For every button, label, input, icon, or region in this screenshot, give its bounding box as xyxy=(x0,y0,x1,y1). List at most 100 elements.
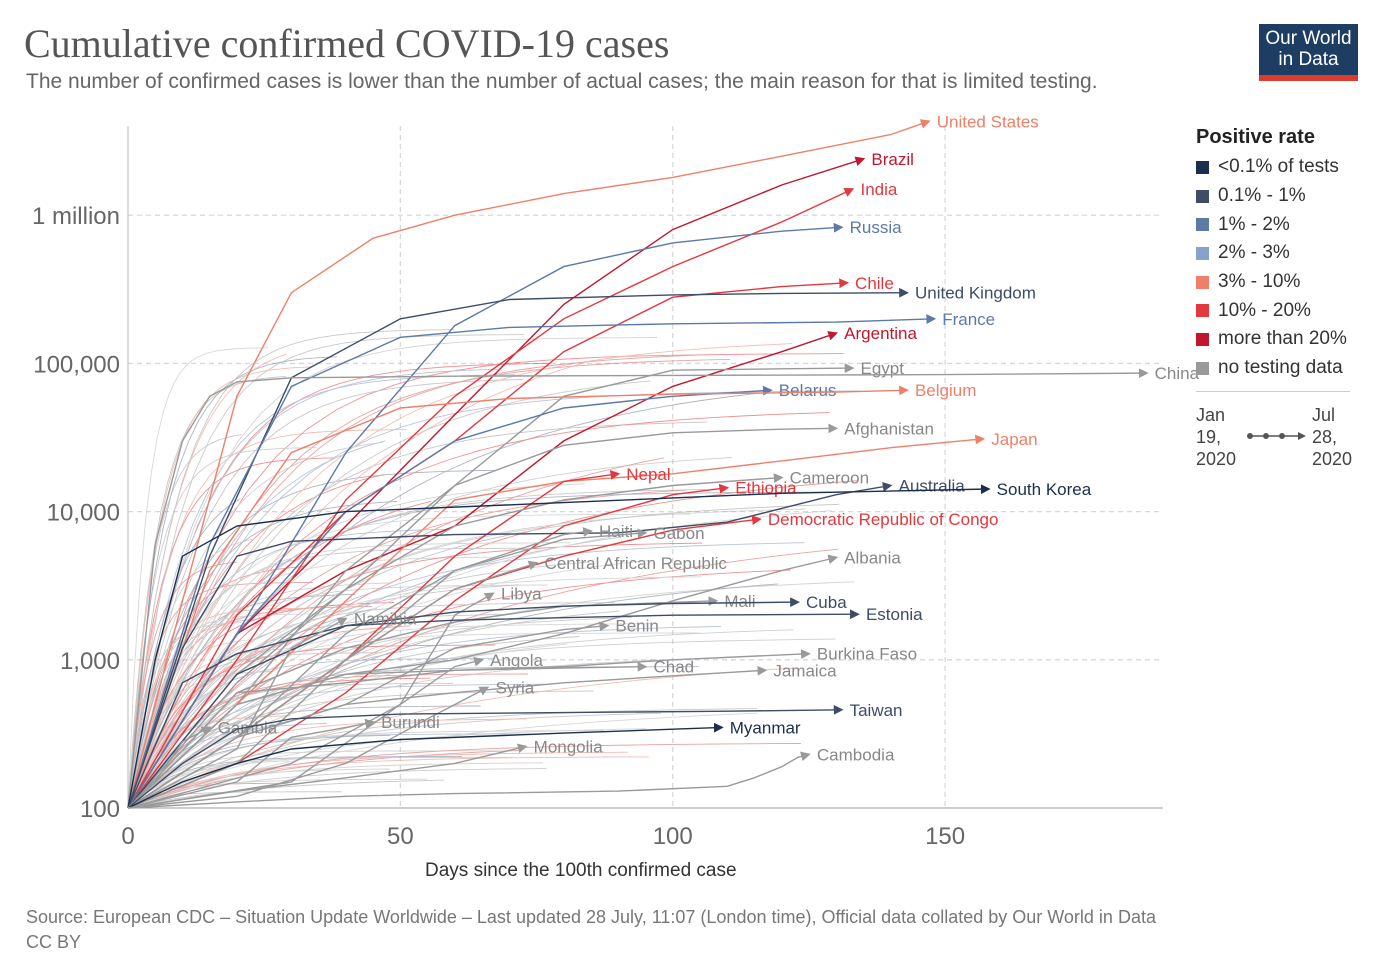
series-line xyxy=(127,484,991,809)
timeline-slider-icon[interactable] xyxy=(1246,428,1310,444)
series-label: Angola xyxy=(490,651,543,670)
legend-item[interactable]: more than 20% xyxy=(1196,325,1366,354)
background-series-line xyxy=(127,421,708,809)
series-label: Egypt xyxy=(861,359,905,378)
legend-item[interactable]: 1% - 2% xyxy=(1196,210,1366,239)
timeline-end-day: 28, xyxy=(1312,427,1338,447)
legend-divider xyxy=(1196,390,1350,392)
legend-swatch xyxy=(1196,275,1209,289)
series-label: Japan xyxy=(991,430,1037,449)
legend-item[interactable]: 10% - 20% xyxy=(1196,296,1366,325)
series-line xyxy=(127,617,348,809)
background-series-line xyxy=(127,457,334,809)
background-series-line xyxy=(127,625,294,809)
legend-item[interactable]: 0.1% - 1% xyxy=(1196,182,1366,211)
timeline-start[interactable]: Jan 19, 2020 xyxy=(1196,404,1236,470)
background-series-line xyxy=(127,536,622,809)
series-label: Russia xyxy=(850,218,903,237)
legend-item[interactable]: <0.1% of tests xyxy=(1196,153,1366,182)
series-label: Haiti xyxy=(599,522,633,541)
x-axis-label: Days since the 100th confirmed case xyxy=(425,860,737,881)
series-label: Burkina Faso xyxy=(817,645,917,664)
series-label: Cuba xyxy=(806,593,847,612)
legend-item[interactable]: 3% - 10% xyxy=(1196,268,1366,297)
source-note: Source: European CDC – Situation Update … xyxy=(26,907,1156,927)
y-tick-label: 100,000 xyxy=(33,351,120,378)
background-series-line xyxy=(127,508,806,809)
series-label: Libya xyxy=(501,585,542,604)
series-label: Albania xyxy=(844,549,901,568)
license-note: CC BY xyxy=(26,932,82,952)
background-series-line xyxy=(127,607,315,809)
y-tick-label: 10,000 xyxy=(47,500,120,527)
background-series-line xyxy=(127,347,269,809)
background-series-line xyxy=(127,607,377,809)
series-label: Afghanistan xyxy=(844,419,934,438)
background-series-line xyxy=(127,447,317,809)
legend-items: <0.1% of tests 0.1% - 1% 1% - 2% 2% - 3% 3% … xyxy=(1196,153,1366,383)
background-series-line xyxy=(127,636,580,809)
series-label: China xyxy=(1155,364,1200,383)
line-chart: 100 1,000 10,000 100,000 1 million 0 50 100 150 U… xyxy=(32,112,1200,850)
background-series-line xyxy=(127,712,662,809)
legend-label: more than 20% xyxy=(1218,328,1347,350)
legend-label: 1% - 2% xyxy=(1218,213,1290,235)
legend-item[interactable]: 2% - 3% xyxy=(1196,239,1366,268)
background-series-line xyxy=(127,768,390,809)
series-line xyxy=(127,119,931,809)
background-series-line xyxy=(127,457,664,809)
background-series-line xyxy=(127,613,326,809)
series-label: Democratic Republic of Congo xyxy=(768,510,999,529)
legend: Positive rate <0.1% of tests 0.1% - 1% 1% … xyxy=(1196,126,1366,392)
background-series-line xyxy=(127,362,550,809)
series-line xyxy=(127,686,490,809)
background-series-line xyxy=(127,760,289,809)
background-series-line xyxy=(127,623,658,809)
x-tick-label: 0 xyxy=(121,823,134,850)
legend-item[interactable]: no testing data xyxy=(1196,354,1366,383)
chart-subtitle: The number of confirmed cases is lower t… xyxy=(26,70,1098,93)
series-line xyxy=(127,661,648,809)
owid-logo[interactable]: Our World in Data xyxy=(1259,24,1358,81)
background-series-line xyxy=(127,778,428,809)
timeline-start-day: 19, xyxy=(1196,427,1222,447)
legend-swatch xyxy=(1196,189,1209,203)
timeline-end[interactable]: Jul 28, 2020 xyxy=(1312,404,1352,470)
logo-line-2: in Data xyxy=(1278,49,1339,70)
background-series-line xyxy=(127,583,779,809)
x-tick-label: 100 xyxy=(653,823,693,850)
series-label: Chad xyxy=(654,658,695,677)
series-line xyxy=(127,222,844,809)
background-series-line xyxy=(127,500,398,809)
timeline-control[interactable]: Jan 19, 2020 Jul 28, 2020 xyxy=(1196,404,1366,474)
series-line xyxy=(127,656,485,809)
series-label: Cameroon xyxy=(790,468,869,487)
series-line xyxy=(127,363,855,809)
background-series-line xyxy=(127,791,342,809)
series-line xyxy=(127,726,212,809)
series-line xyxy=(127,287,909,809)
background-series-line xyxy=(127,356,337,809)
series-line xyxy=(127,704,844,809)
timeline-start-year: 2020 xyxy=(1196,449,1237,469)
background-series-line xyxy=(127,705,481,809)
legend-label: 3% - 10% xyxy=(1218,271,1301,293)
background-series-line xyxy=(127,569,791,809)
series-label: Estonia xyxy=(866,605,923,624)
series-line xyxy=(127,368,1149,809)
series-label: Argentina xyxy=(844,324,917,343)
timeline-start-month: Jan xyxy=(1196,405,1226,425)
series-label: South Korea xyxy=(997,480,1092,499)
series-label: United Kingdom xyxy=(915,284,1036,303)
chart-title: Cumulative confirmed COVID-19 cases xyxy=(24,21,670,66)
legend-swatch xyxy=(1196,218,1209,232)
series-line xyxy=(127,665,768,809)
series-line xyxy=(127,527,593,809)
series-line xyxy=(127,156,866,809)
background-series-line xyxy=(127,483,585,809)
background-series-line xyxy=(127,730,604,809)
series-line xyxy=(127,278,850,809)
timeline-end-month: Jul xyxy=(1312,405,1336,425)
series-label: United States xyxy=(937,112,1039,131)
background-series-line xyxy=(127,353,844,809)
